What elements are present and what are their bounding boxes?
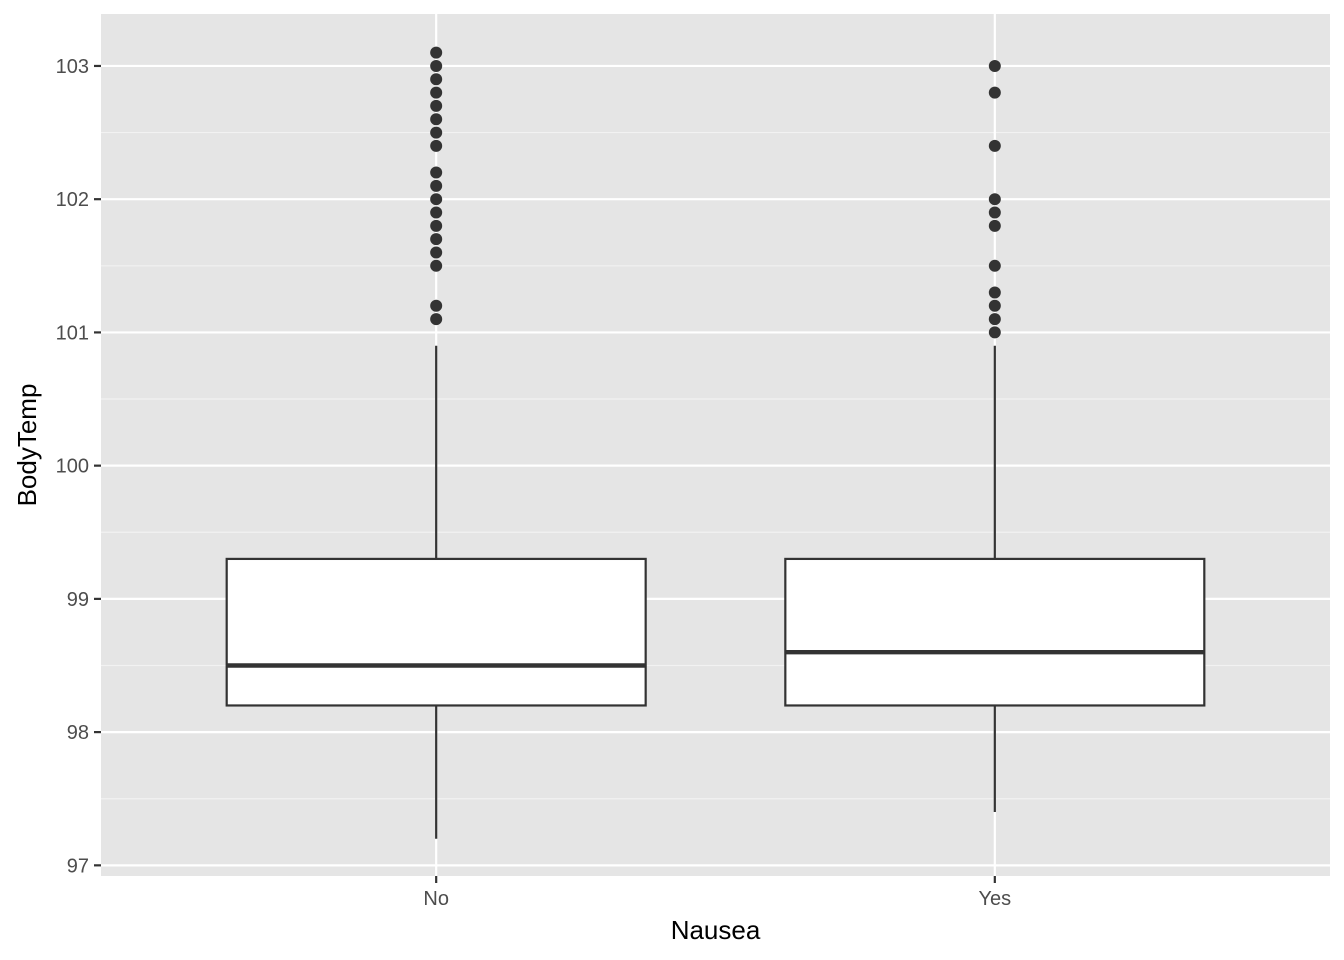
y-tick-label: 101: [56, 322, 89, 344]
plot-panel: [101, 14, 1330, 876]
outlier-point-no: [430, 313, 443, 326]
outlier-point-no: [430, 46, 443, 59]
outlier-point-no: [430, 233, 443, 246]
y-axis: 97 98 99 100 101 102 103: [56, 56, 101, 877]
outlier-point-no: [430, 299, 443, 312]
outlier-point-yes: [988, 259, 1001, 272]
box-no: [225, 345, 647, 839]
iqr-box-no: [225, 557, 647, 707]
outlier-point-no: [430, 86, 443, 99]
x-axis-title: Nausea: [671, 915, 761, 945]
outlier-point-yes: [988, 206, 1001, 219]
outlier-point-no: [430, 179, 443, 192]
outlier-point-yes: [988, 313, 1001, 326]
y-tick-label: 99: [67, 589, 89, 611]
outlier-point-yes: [988, 219, 1001, 232]
outlier-point-yes: [988, 193, 1001, 206]
y-tick-label: 98: [67, 722, 89, 744]
outlier-point-yes: [988, 59, 1001, 72]
outlier-point-no: [430, 126, 443, 139]
outlier-point-yes: [988, 326, 1001, 339]
x-axis: No Yes: [423, 876, 1011, 910]
outlier-point-no: [430, 246, 443, 259]
outlier-point-no: [430, 139, 443, 152]
outliers-layer: [430, 46, 1001, 339]
outlier-point-yes: [988, 139, 1001, 152]
y-tick-label: 100: [56, 456, 89, 478]
outlier-point-no: [430, 59, 443, 72]
outlier-point-no: [430, 206, 443, 219]
y-tick-label: 102: [56, 189, 89, 211]
y-tick-label: 97: [67, 855, 89, 877]
outlier-point-yes: [988, 86, 1001, 99]
boxes-layer: [225, 345, 1206, 839]
x-tick-label: No: [423, 888, 449, 910]
outlier-point-no: [430, 193, 443, 206]
iqr-box-yes: [784, 557, 1206, 707]
outlier-point-no: [430, 219, 443, 232]
outlier-point-no: [430, 73, 443, 86]
outlier-point-yes: [988, 286, 1001, 299]
outlier-point-no: [430, 113, 443, 126]
y-axis-title: BodyTemp: [12, 384, 42, 507]
x-tick-label: Yes: [978, 888, 1011, 910]
outlier-point-no: [430, 259, 443, 272]
y-tick-label: 103: [56, 56, 89, 78]
box-yes: [784, 345, 1206, 813]
outlier-point-no: [430, 99, 443, 112]
outlier-point-no: [430, 166, 443, 179]
outlier-point-yes: [988, 299, 1001, 312]
